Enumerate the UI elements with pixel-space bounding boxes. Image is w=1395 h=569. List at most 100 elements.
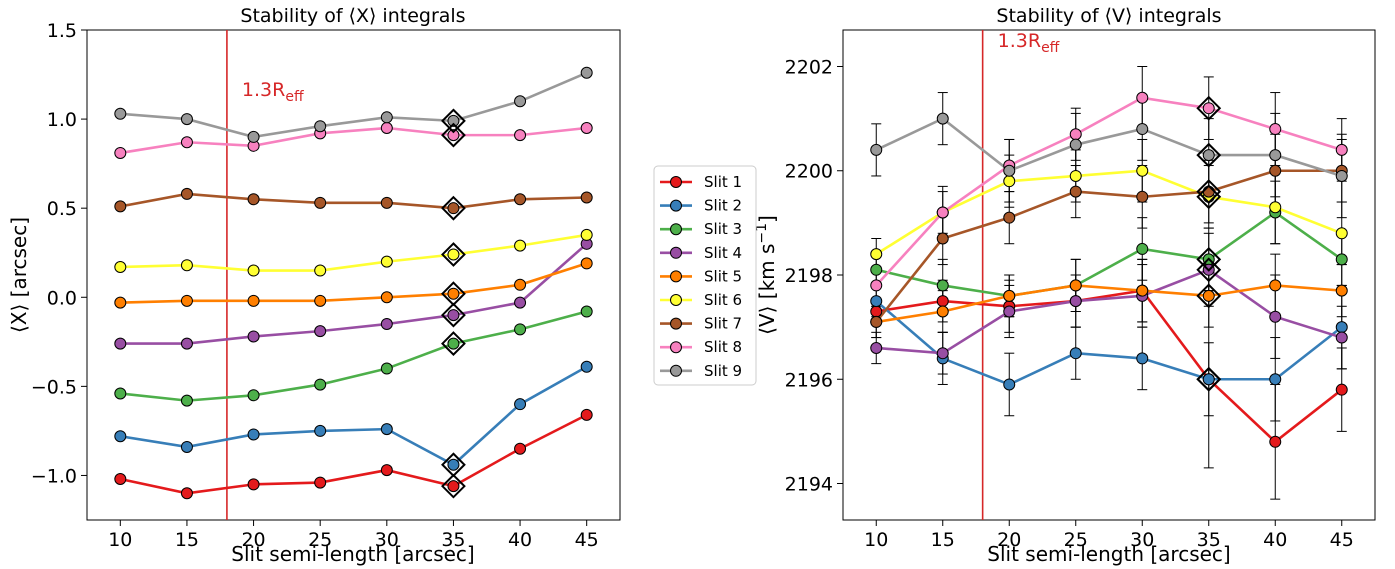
y-axis-label: ⟨V⟩ [km s−1] [754, 215, 779, 335]
y-tick-label: 0.5 [47, 198, 77, 220]
data-point [936, 206, 949, 219]
data-point [380, 464, 393, 477]
legend-swatch-marker [670, 176, 682, 188]
data-point [870, 315, 883, 328]
highlight-marker [1196, 246, 1222, 272]
data-point [114, 296, 127, 309]
x-tick-label: 15 [931, 529, 955, 551]
data-point [314, 378, 327, 391]
data-point [580, 360, 593, 373]
data-point [314, 325, 327, 338]
x-tick-label: 20 [997, 529, 1021, 551]
y-tick-label: 1.5 [47, 20, 77, 42]
data-point [1202, 289, 1215, 302]
legend-swatch-marker [670, 246, 682, 259]
data-point [380, 362, 393, 375]
data-point [870, 341, 883, 354]
data-point [247, 264, 260, 277]
legend-label: Slit 3 [704, 220, 742, 238]
data-point [380, 291, 393, 304]
legend-swatch-marker [670, 294, 682, 306]
legend-label: Slit 5 [704, 267, 742, 285]
series-line [120, 71, 588, 139]
legend-box [653, 165, 757, 386]
data-point [1202, 185, 1215, 198]
series-line [120, 192, 587, 210]
legend-swatch-marker [670, 364, 682, 377]
data-point [1269, 149, 1282, 162]
data-point [580, 66, 593, 79]
data-point [447, 309, 460, 322]
x-tick-label: 35 [1197, 529, 1221, 551]
data-point [1003, 211, 1016, 224]
series-line [120, 126, 587, 155]
highlight-marker [1196, 184, 1222, 210]
chart-title: Stability of ⟨V⟩ integrals [996, 5, 1221, 27]
legend-item: Slit 9 [660, 362, 742, 380]
data-point [447, 114, 460, 127]
data-point [936, 347, 949, 360]
plot-area: 10 15 20 25 30 35 40 45 −1.0 −0.5 0.0 0.5 1.0 1.5 1.3R… [31, 20, 621, 551]
data-point [180, 136, 193, 149]
data-point [180, 487, 193, 500]
data-point [380, 255, 393, 268]
data-point [1335, 253, 1348, 266]
data-point [247, 294, 260, 307]
highlight-marker [1196, 257, 1222, 283]
data-point [180, 259, 193, 272]
highlight-marker [441, 108, 466, 134]
y-tick-label: 0.0 [47, 287, 77, 309]
data-point [1269, 310, 1282, 323]
highlight-marker [1196, 366, 1222, 392]
data-point [514, 278, 527, 291]
x-tick-label: 45 [575, 529, 599, 551]
y-tick-label: 2196 [785, 369, 833, 391]
data-point [1335, 227, 1348, 240]
series-line [875, 210, 1343, 298]
data-point [870, 143, 883, 156]
data-point [1069, 185, 1082, 198]
data-point [870, 295, 883, 308]
legend-swatch-marker [670, 199, 682, 212]
data-point [1269, 373, 1282, 386]
data-point [514, 193, 527, 206]
data-point [447, 129, 460, 142]
data-point [447, 248, 460, 261]
legend-swatch-marker [670, 317, 682, 330]
x-tick-label: 15 [175, 529, 199, 551]
series-line [120, 233, 587, 272]
x-tick-label: 35 [441, 529, 465, 551]
data-point [114, 107, 127, 120]
y-tick-label: −1.0 [31, 465, 77, 487]
data-point [114, 387, 127, 400]
series-line [120, 262, 588, 304]
x-tick-label: 10 [864, 529, 888, 551]
data-point [180, 337, 193, 350]
plot-area: 10 15 20 25 30 35 40 45 2194 2196 2198 2200 2202 1.3R… [785, 29, 1376, 551]
data-point [1136, 164, 1149, 177]
data-point [247, 478, 260, 491]
data-point [114, 200, 127, 213]
y-tick-label: 2200 [785, 161, 833, 183]
data-point [380, 111, 393, 124]
y-axis-label-main: ⟨V⟩ [km s [755, 244, 779, 335]
data-point [314, 424, 327, 437]
data-point [247, 428, 260, 441]
data-point [870, 305, 883, 318]
data-point [1269, 435, 1282, 448]
legend-item: Slit 6 [660, 291, 742, 309]
data-point [514, 398, 527, 411]
vline-annotation: 1.3Reff [242, 79, 304, 105]
y-tick-label: 1.0 [47, 109, 77, 131]
data-point [580, 191, 593, 204]
series-line [875, 300, 1343, 386]
data-point [1136, 284, 1149, 297]
data-point [1003, 289, 1016, 302]
highlight-marker [441, 122, 466, 148]
data-point [380, 423, 393, 436]
legend-item: Slit 8 [660, 338, 742, 356]
highlight-marker [441, 281, 466, 307]
highlight-marker [441, 473, 466, 499]
data-point [1003, 305, 1016, 318]
data-point [247, 193, 260, 206]
